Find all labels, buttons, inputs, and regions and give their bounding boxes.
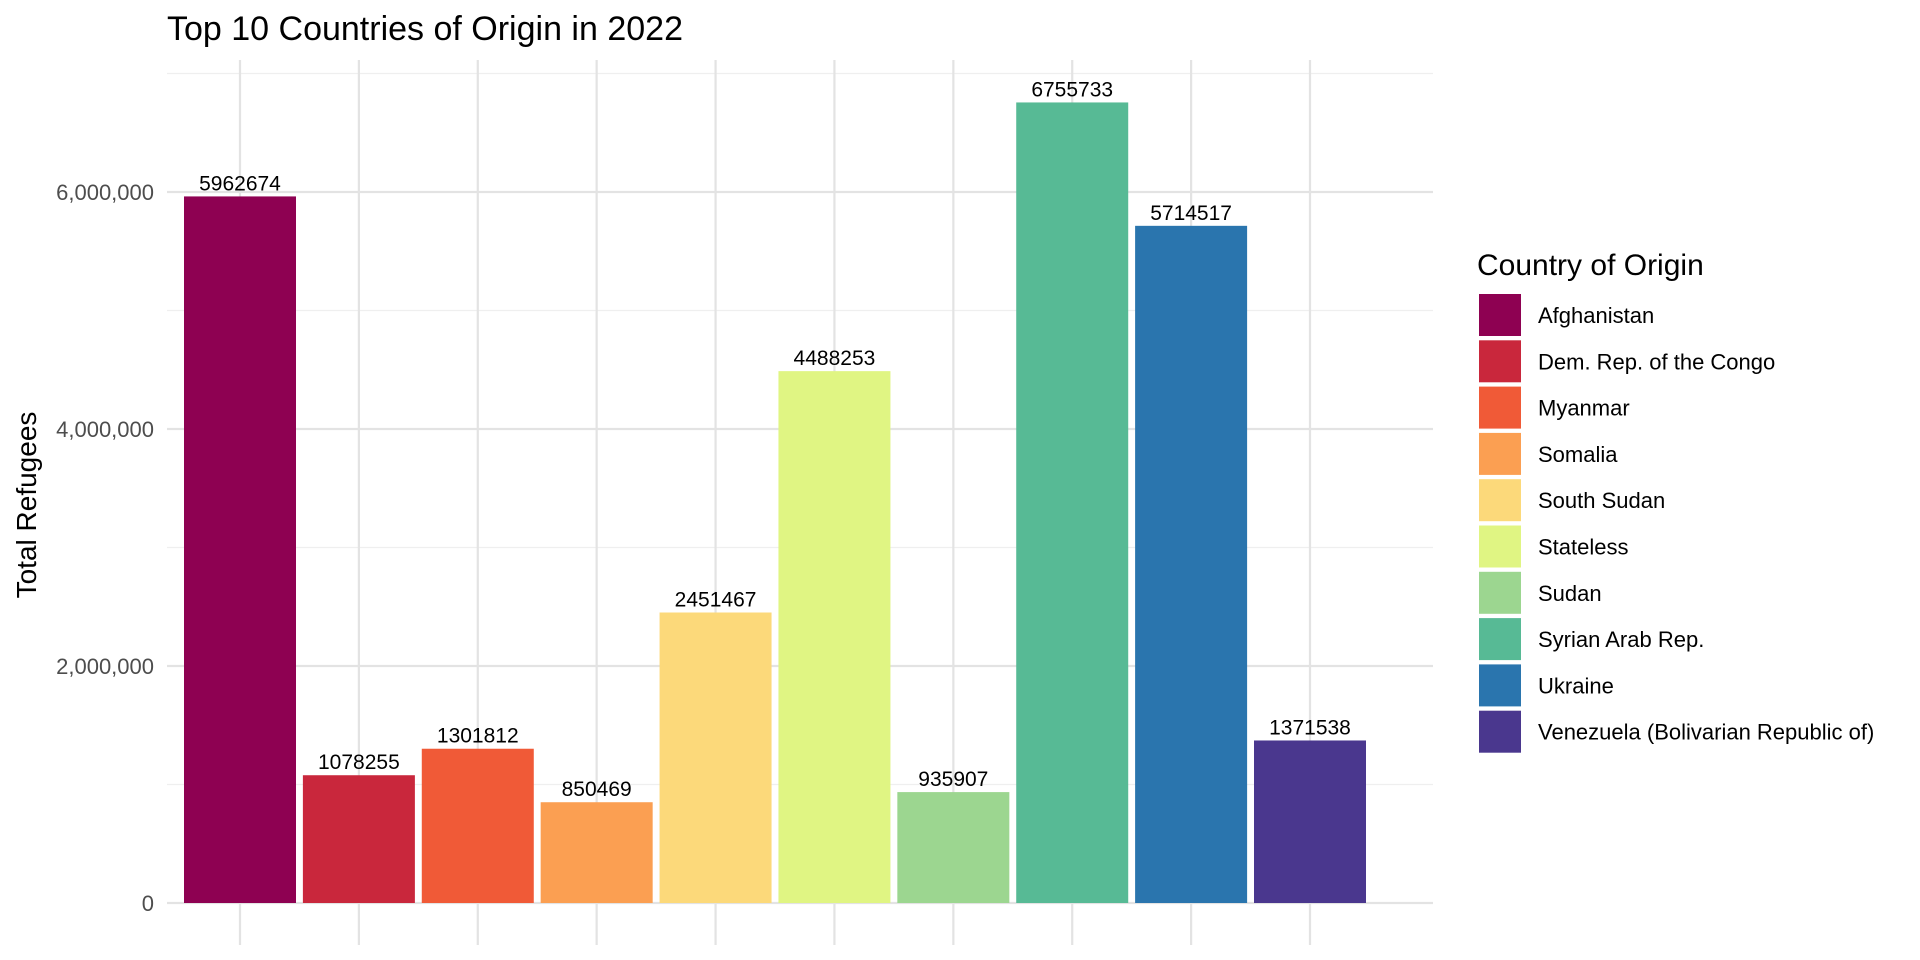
bar bbox=[1016, 102, 1129, 904]
y-axis-title: Total Refugees bbox=[11, 412, 42, 599]
legend-title: Country of Origin bbox=[1477, 249, 1704, 282]
y-tick-label: 6,000,000 bbox=[56, 180, 154, 205]
bar bbox=[1254, 740, 1366, 903]
data-label: 4488253 bbox=[794, 347, 876, 370]
legend-label: Ukraine bbox=[1538, 673, 1614, 698]
legend-key bbox=[1479, 710, 1521, 753]
y-tick-label: 2,000,000 bbox=[56, 654, 154, 679]
bar bbox=[184, 196, 296, 904]
legend: Country of Origin Afghanistan Dem. Rep. o… bbox=[1477, 249, 1874, 753]
legend-label: Venezuela (Bolivarian Republic of) bbox=[1538, 720, 1874, 745]
legend-key bbox=[1479, 618, 1521, 661]
data-label: 2451467 bbox=[675, 589, 757, 612]
bar bbox=[421, 748, 534, 903]
y-tick-label: 4,000,000 bbox=[56, 417, 154, 442]
legend-key bbox=[1479, 386, 1521, 429]
legend-key bbox=[1479, 294, 1521, 336]
legend-label: Stateless bbox=[1538, 535, 1629, 560]
legend-label: Syrian Arab Rep. bbox=[1538, 627, 1704, 652]
legend-label: Dem. Rep. of the Congo bbox=[1538, 349, 1775, 374]
data-label: 1371538 bbox=[1269, 716, 1351, 739]
y-axis-ticks: 0 2,000,000 4,000,000 6,000,000 bbox=[56, 180, 154, 916]
legend-key bbox=[1479, 571, 1521, 614]
bar bbox=[897, 792, 1010, 903]
legend-label: Somalia bbox=[1538, 442, 1618, 467]
data-labels: 5962674 1078255 1301812 850469 2451467 448825… bbox=[199, 78, 1351, 801]
legend-label: South Sudan bbox=[1538, 488, 1665, 513]
legend-key bbox=[1479, 664, 1521, 707]
legend-key bbox=[1479, 525, 1521, 568]
bar bbox=[540, 802, 653, 903]
legend-key bbox=[1479, 479, 1521, 522]
data-label: 1078255 bbox=[318, 751, 400, 774]
bar bbox=[302, 775, 415, 903]
bars bbox=[184, 102, 1366, 904]
data-label: 850469 bbox=[562, 778, 632, 801]
legend-label: Afghanistan bbox=[1538, 303, 1654, 328]
chart-title: Top 10 Countries of Origin in 2022 bbox=[167, 10, 683, 48]
legend-key bbox=[1479, 340, 1521, 383]
data-label: 935907 bbox=[918, 768, 988, 791]
data-label: 6755733 bbox=[1031, 78, 1113, 101]
data-label: 1301812 bbox=[437, 725, 519, 748]
legend-key bbox=[1479, 432, 1521, 475]
bar bbox=[778, 371, 891, 903]
data-label: 5962674 bbox=[199, 172, 281, 195]
y-tick-label: 0 bbox=[142, 891, 154, 916]
legend-label: Sudan bbox=[1538, 581, 1602, 606]
bar bbox=[659, 612, 772, 903]
bar bbox=[1135, 225, 1248, 904]
legend-label: Myanmar bbox=[1538, 396, 1630, 421]
data-label: 5714517 bbox=[1150, 202, 1232, 225]
